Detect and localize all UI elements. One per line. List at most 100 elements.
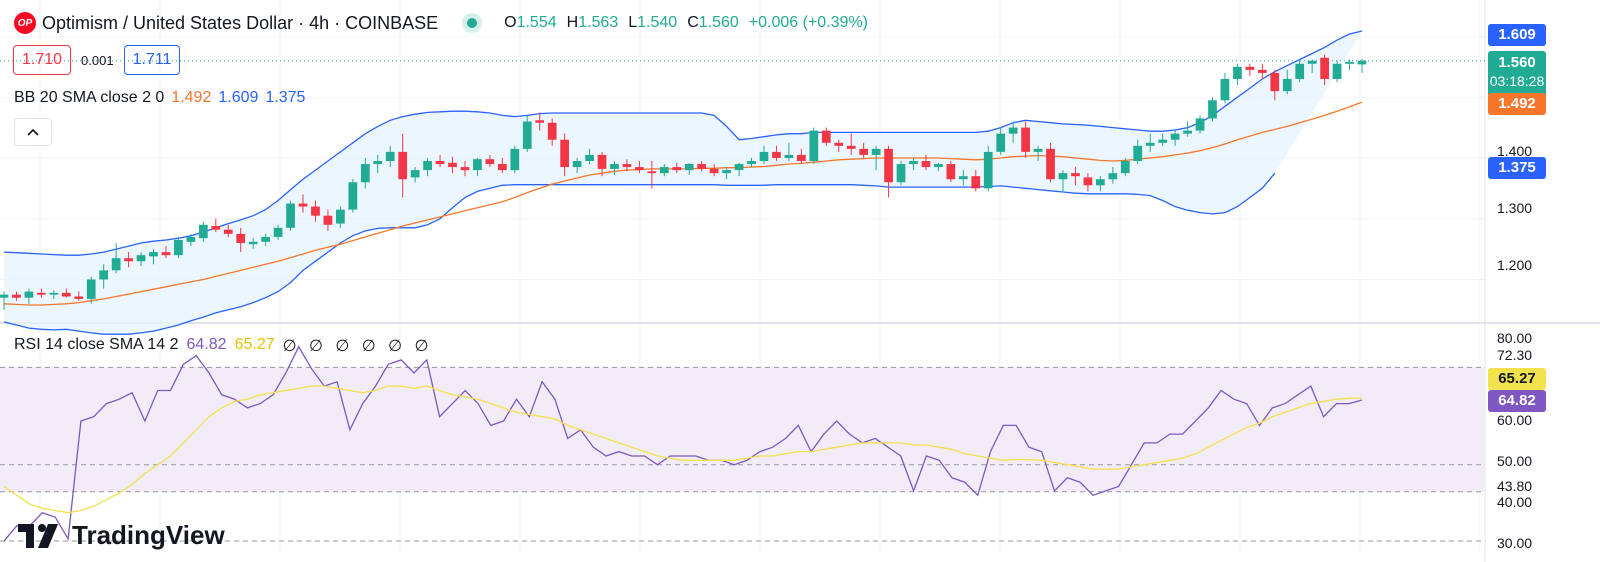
candle (996, 127, 1006, 155)
candle (622, 159, 632, 172)
candle (1295, 60, 1305, 83)
candle-body (1170, 133, 1180, 140)
candle (983, 145, 993, 192)
candle (124, 252, 133, 268)
candle (572, 157, 582, 174)
candle (934, 162, 943, 172)
symbol-title[interactable]: Optimism / United States Dollar · 4h · C… (42, 12, 439, 33)
candle (74, 291, 84, 301)
candle (1220, 72, 1230, 104)
rsi-tick-30: 30.00 (1497, 535, 1533, 551)
candle (435, 154, 445, 168)
candle (398, 133, 408, 198)
rsi-legend[interactable]: RSI 14 close SMA 14 2 64.82 65.27 ∅ ∅ ∅ … (14, 336, 432, 356)
candle-body (1320, 57, 1329, 79)
candle (348, 179, 358, 213)
candle-body (1158, 139, 1168, 143)
collapse-legend-button[interactable] (14, 118, 52, 146)
brand-name: TradingView (72, 520, 225, 550)
sell-button[interactable]: 1.710 (13, 45, 72, 75)
candle (647, 161, 657, 189)
last-price-tag: 1.560 03:18:28 (1488, 51, 1546, 97)
candle (821, 127, 831, 146)
candle (1021, 121, 1030, 158)
bb-legend[interactable]: BB 20 SMA close 2 0 1.492 1.609 1.375 (14, 89, 305, 107)
candle (784, 142, 794, 161)
buy-button[interactable]: 1.711 (123, 45, 181, 75)
candle (1195, 115, 1205, 134)
rsi-value-tag: 64.82 (1488, 390, 1546, 412)
candle-body (784, 154, 794, 158)
candle-body (1046, 148, 1055, 180)
candle (86, 276, 96, 304)
candle (49, 290, 59, 299)
candle-body (136, 255, 146, 262)
bb-lower-line (3, 172, 1276, 335)
candle-body (722, 170, 731, 174)
candle-body (1120, 161, 1130, 174)
candle (772, 145, 781, 161)
candle-body (161, 252, 171, 256)
candle (510, 145, 520, 174)
candle (1170, 130, 1180, 146)
candle-body (572, 161, 582, 168)
candle (1033, 145, 1043, 161)
candle (1307, 59, 1317, 73)
bar-countdown: 03:18:28 (1489, 73, 1545, 89)
candle (697, 161, 707, 172)
candle-body (610, 164, 619, 169)
candle (24, 288, 34, 304)
candle (1320, 54, 1329, 86)
candle-body (74, 296, 84, 299)
candle-body (1282, 78, 1292, 92)
candle (410, 167, 420, 183)
candle (759, 145, 769, 165)
candle (198, 221, 208, 242)
candle-body (373, 161, 383, 165)
candle-body (1008, 127, 1018, 134)
candle-body (423, 161, 432, 171)
candle (1058, 170, 1068, 192)
candle (659, 164, 669, 177)
price-tick-3: 1.200 (1497, 257, 1533, 273)
candle-body (1295, 63, 1305, 79)
candle (834, 139, 844, 152)
candle (809, 127, 819, 165)
candle-body (124, 258, 133, 262)
rsi-sma-line (3, 385, 1363, 514)
tradingview-brand[interactable]: TradingView (18, 520, 225, 551)
candle-body (846, 145, 856, 149)
rsi-value: 64.82 (186, 336, 227, 353)
candle (136, 252, 146, 267)
candle-body (622, 164, 632, 168)
bb-lower-value: 1.375 (265, 89, 306, 106)
candle-body (522, 121, 532, 149)
bb-basis-value: 1.492 (171, 89, 212, 106)
candle (796, 148, 806, 165)
rsi-band (0, 367, 1485, 492)
candle-body (149, 252, 158, 257)
candle-body (174, 239, 183, 256)
candle-body (311, 206, 320, 216)
candle-body (1133, 145, 1143, 161)
candle (1257, 63, 1267, 79)
candle (722, 167, 731, 180)
candle (1183, 121, 1192, 137)
rsi-tick-40: 40.00 (1497, 494, 1533, 510)
candle-body (1257, 69, 1267, 73)
rsi-tick-72: 72.30 (1497, 347, 1533, 363)
candle (149, 249, 158, 265)
candle (597, 151, 607, 177)
ohlc-low-value: 1.540 (637, 14, 678, 31)
candle (734, 162, 744, 177)
candle (61, 288, 71, 298)
last-price-value: 1.560 (1498, 54, 1536, 71)
candle-body (298, 203, 308, 207)
candle-body (473, 159, 482, 171)
candle (535, 112, 545, 131)
candle (958, 170, 968, 186)
candle-body (535, 120, 545, 123)
candle (896, 161, 906, 186)
candle-body (1033, 148, 1043, 152)
